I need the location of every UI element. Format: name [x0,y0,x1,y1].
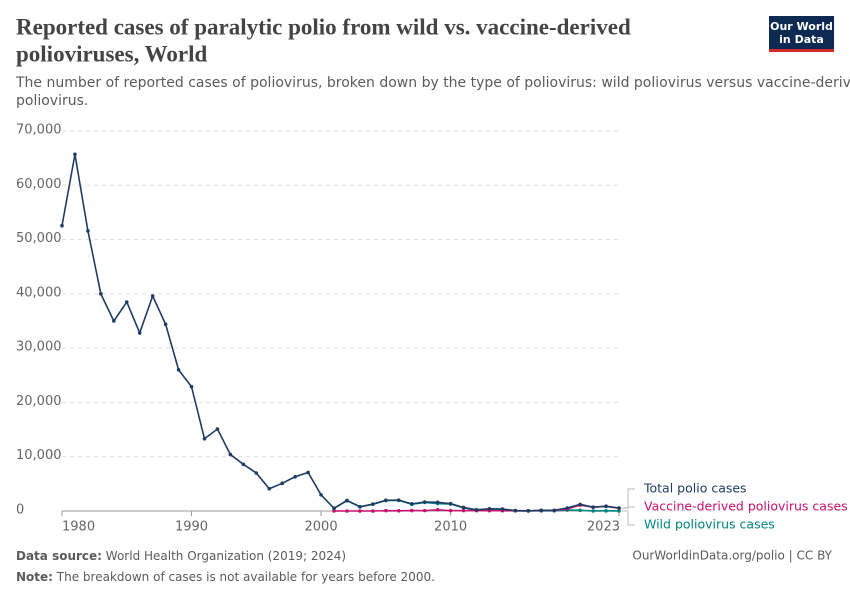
legend-label: Wild poliovirus cases [644,517,775,532]
point [371,502,375,506]
point [241,462,246,467]
point [500,507,505,511]
y-tick-label: 0 [16,503,24,518]
point [552,508,557,513]
legend-label: Total polio cases [643,481,747,496]
point [422,500,427,504]
point [358,504,362,509]
point [604,504,608,509]
point [358,509,362,513]
point [345,498,349,503]
point [578,508,582,513]
y-tick-label: 40,000 [16,285,62,300]
point [565,506,569,510]
point [267,486,272,491]
point [604,509,608,513]
logo-text: Our World [770,20,833,33]
point [461,508,466,513]
logo-box[interactable] [769,16,834,52]
point [176,368,181,372]
x-tick-label: 2000 [305,520,338,535]
point [526,508,531,513]
point [319,493,323,497]
legend-connector [622,488,635,509]
point [112,319,116,323]
chart-title: polioviruses, World [16,41,207,66]
source-text: World Health Organization (2019; 2024) [106,549,346,563]
y-tick-label: 60,000 [16,177,62,192]
y-tick-label: 50,000 [16,231,62,246]
subtitle: poliovirus. [16,93,88,109]
url[interactable]: OurWorldinData.org/polio | CC BY [632,549,832,563]
logo[interactable]: Our World in Data [769,16,834,52]
point [371,509,375,513]
point [422,508,427,513]
x-tick-label: 2010 [434,520,467,535]
source-label: Data source: [16,549,102,563]
point [150,294,155,298]
point [202,437,207,441]
point [163,322,168,327]
point [435,507,440,512]
point [617,506,621,510]
point [73,152,77,157]
point [591,505,595,509]
point [448,508,453,513]
note-text: The breakdown of cases is not available … [56,570,435,584]
point [254,471,259,475]
point [474,507,479,512]
logo-text: in Data [779,33,824,46]
point [345,509,349,513]
point [280,481,285,486]
source: Data source: World Health Organization (… [16,549,346,563]
logo-bar [769,49,834,52]
chart-title: Reported cases of paralytic polio from w… [16,14,631,39]
note: Note: The breakdown of cases is not avai… [16,570,435,584]
x-tick-label: 1990 [175,520,208,535]
point [60,223,64,228]
point [137,331,142,335]
point [461,505,466,510]
subtitle: The number of reported cases of poliovir… [15,75,850,91]
point [591,509,595,513]
y-tick-label: 20,000 [16,394,62,409]
point [539,508,544,513]
point [86,229,90,233]
point [384,508,388,513]
legend-label: Vaccine-derived poliovirus cases [644,499,848,514]
point [332,506,336,511]
x-tick-label: 2023 [587,520,620,535]
point [189,384,194,389]
point [617,509,621,513]
point [306,470,310,475]
y-tick-label: 10,000 [16,448,62,463]
point [124,300,129,304]
point [228,452,233,457]
point [396,509,401,513]
point [487,506,492,511]
point [293,475,297,479]
note-label: Note: [16,570,53,584]
point [409,502,414,506]
point [435,500,440,505]
x-tick-label: 1980 [62,520,95,535]
y-tick-label: 70,000 [16,123,62,138]
point [384,498,388,503]
point [99,292,103,296]
point [332,509,336,513]
point [513,508,518,513]
y-tick-label: 30,000 [16,340,62,355]
point [448,501,453,506]
point [396,498,401,502]
point [578,502,582,507]
point [215,427,220,431]
legend-connector [622,510,635,526]
legend-connector [622,506,635,509]
series-line [61,154,620,512]
point [409,508,414,513]
